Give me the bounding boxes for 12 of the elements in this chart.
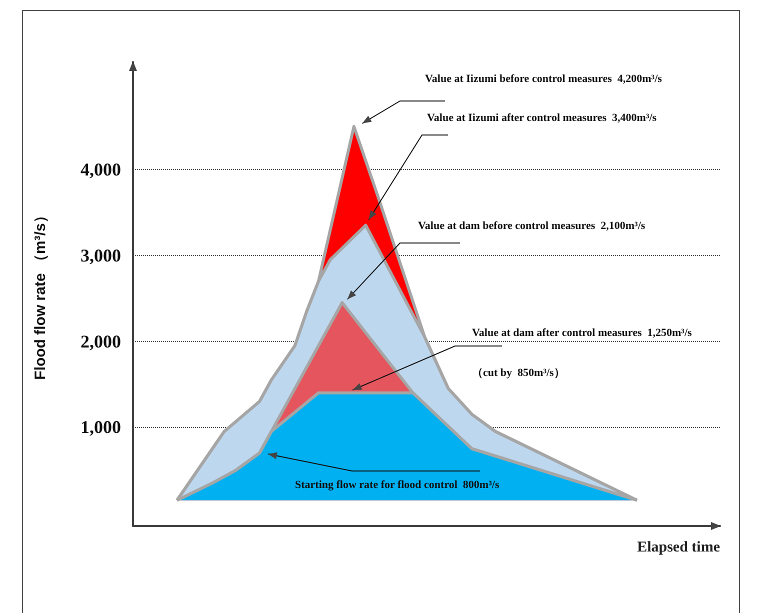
annotation: Value at dam after control measures 1,250m³/s — [472, 327, 693, 339]
y-tick-label: 3,000 — [80, 245, 121, 266]
y-axis-title: Flood flow rate （m³/s） — [32, 208, 49, 380]
annotation: （cut by 850m³/s） — [472, 367, 565, 379]
y-tick-label: 2,000 — [80, 331, 121, 352]
annotation: Value at Iizumi before control measures 4,200m³/s — [425, 73, 663, 85]
annotation: Value at Iizumi after control measures 3,400m³/s — [427, 112, 658, 124]
y-tick-label: 1,000 — [80, 417, 121, 438]
annotation: Value at dam before control measures 2,100m³/s — [418, 220, 646, 232]
annotation: Starting flow rate for flood control 800m³/s — [295, 479, 500, 491]
y-tick-label: 4,000 — [80, 159, 121, 180]
x-axis-title: Elapsed time — [637, 540, 720, 556]
